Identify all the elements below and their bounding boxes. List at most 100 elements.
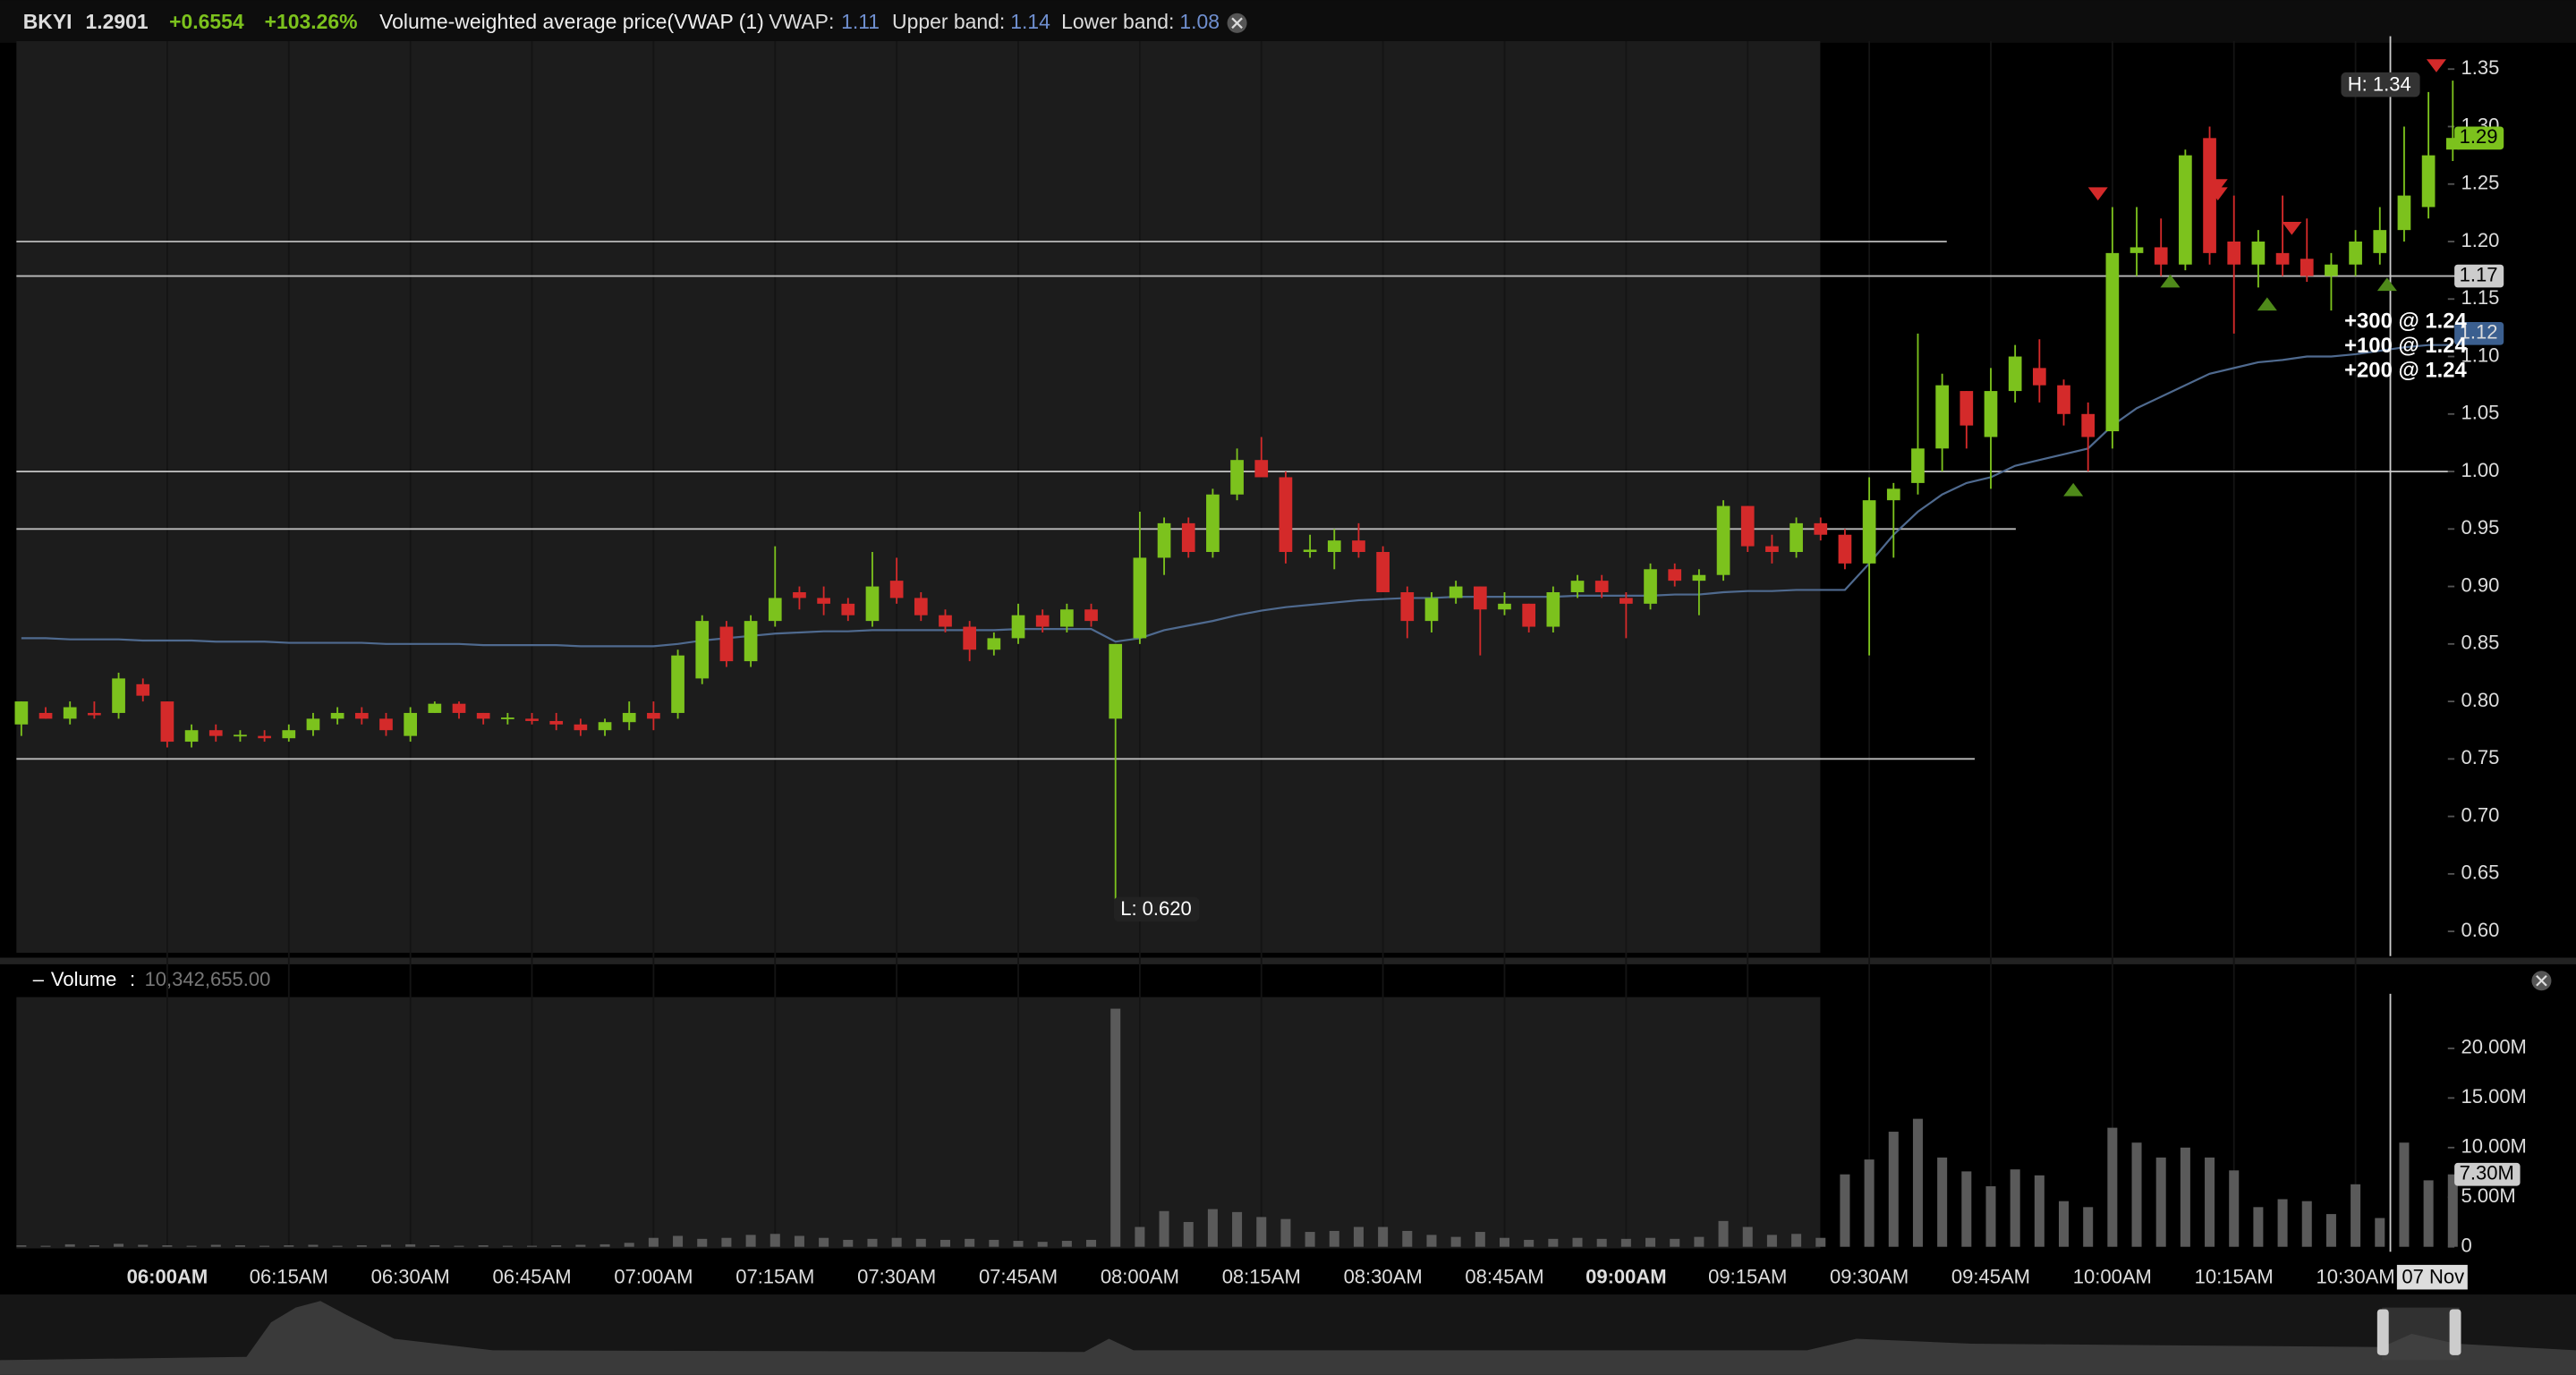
- volume-bar: [1888, 1132, 1899, 1247]
- navigator-handle[interactable]: [2449, 1309, 2461, 1355]
- candle-body: [1109, 643, 1123, 719]
- candle-body: [2057, 385, 2070, 414]
- volume-bar: [721, 1237, 732, 1247]
- last-price-tag-box: [2454, 126, 2504, 150]
- volume-bar: [599, 1243, 610, 1247]
- candle-body: [719, 626, 734, 662]
- cursor-date: 07 Nov: [2402, 1265, 2464, 1287]
- x-tick-label: 10:15AM: [2195, 1265, 2274, 1287]
- close-study[interactable]: [1227, 13, 1247, 33]
- volume-bar: [745, 1235, 756, 1247]
- candle-body: [38, 712, 53, 719]
- y-tick-label: 1.10: [2461, 344, 2499, 366]
- volume-bar: [429, 1245, 440, 1247]
- volume-bar: [1499, 1237, 1510, 1247]
- volume-bar: [1329, 1230, 1339, 1247]
- volume-bar: [1840, 1174, 1850, 1247]
- volume-tag: 7.30M: [2460, 1162, 2514, 1184]
- y-tick-label: 0.90: [2461, 573, 2499, 596]
- y-tick-label: 1.15: [2461, 286, 2499, 309]
- volume-bar: [1450, 1236, 1461, 1247]
- candle-body: [354, 712, 369, 719]
- candle-body: [1838, 534, 1852, 564]
- volume-bar: [1475, 1232, 1485, 1247]
- candle-body: [817, 598, 830, 604]
- volume-bar: [1670, 1238, 1680, 1247]
- y-tick-label: 1.00: [2461, 459, 2499, 481]
- y-tick-label: 15.00M: [2461, 1085, 2526, 1108]
- volume-bar: [1207, 1209, 1218, 1247]
- candle-body: [865, 586, 880, 622]
- x-tick-label: 08:30AM: [1344, 1265, 1423, 1287]
- candle-body: [2032, 368, 2046, 386]
- volume-bar: [1183, 1221, 1194, 1247]
- candle-body: [939, 615, 952, 627]
- trade-label: +100 @ 1.24: [2344, 334, 2467, 358]
- candle-body: [1862, 500, 1876, 564]
- candle-body: [1011, 615, 1025, 639]
- candle-body: [793, 591, 806, 598]
- candle-body: [695, 621, 710, 679]
- premarket-shade: [16, 40, 1821, 954]
- candle-body: [598, 722, 612, 731]
- volume-bar: [1524, 1239, 1535, 1247]
- volume-bar: [891, 1237, 902, 1247]
- y-tick-label: 0.85: [2461, 632, 2499, 654]
- x-tick-label: 06:30AM: [371, 1265, 450, 1287]
- volume-bar: [186, 1245, 197, 1247]
- last-price-tag: 1.29: [2460, 125, 2498, 148]
- low-label-box: [1113, 896, 1200, 922]
- navigator-handle[interactable]: [2376, 1309, 2389, 1355]
- volume-bar: [1061, 1241, 1072, 1247]
- x-tick-label: 09:30AM: [1830, 1265, 1909, 1287]
- volume-bar: [1864, 1159, 1875, 1247]
- candle-body: [1133, 557, 1147, 639]
- candle-body: [1716, 505, 1730, 575]
- y-tick-label: 0.70: [2461, 803, 2499, 826]
- close-volume[interactable]: [2531, 971, 2552, 991]
- candle-body: [136, 683, 150, 696]
- volume-bar: [2155, 1157, 2166, 1247]
- volume-bar: [356, 1245, 367, 1247]
- x-tick-label: 08:45AM: [1465, 1265, 1543, 1287]
- candle-body: [1327, 540, 1341, 553]
- candle-body: [1157, 522, 1171, 558]
- volume-bar: [162, 1245, 173, 1247]
- volume-bar: [867, 1238, 878, 1247]
- candle-body: [112, 678, 125, 713]
- volume-bar: [2399, 1142, 2410, 1247]
- candle-body: [1449, 586, 1463, 598]
- volume-bar: [1013, 1241, 1024, 1247]
- level-tag: 1.17: [2460, 263, 2498, 285]
- candle-body: [1644, 569, 1657, 604]
- y-tick-label: 10.00M: [2461, 1135, 2526, 1158]
- x-tick-label: 07:15AM: [735, 1265, 814, 1287]
- volume-bar: [2205, 1157, 2215, 1247]
- candle-body: [1668, 569, 1682, 581]
- volume-bar: [1378, 1226, 1389, 1247]
- volume-bar: [624, 1243, 634, 1247]
- last-price: 1.2901: [85, 10, 148, 33]
- candle-body: [1546, 591, 1560, 627]
- candle-body: [2081, 413, 2096, 437]
- header-bar: [0, 0, 2576, 43]
- change: +0.6554: [169, 10, 244, 33]
- candle-body: [208, 730, 223, 736]
- candle-body: [1303, 549, 1317, 553]
- volume-bar: [648, 1237, 659, 1247]
- volume-bar: [259, 1245, 270, 1247]
- x-tick-label: 06:15AM: [250, 1265, 328, 1287]
- volume-bar: [380, 1244, 391, 1247]
- cursor-date-box: [2396, 1264, 2468, 1290]
- volume-bar: [234, 1245, 245, 1247]
- volume-bar: [769, 1234, 780, 1247]
- volume-bar: [2325, 1214, 2336, 1247]
- volume-bar: [1937, 1157, 1948, 1247]
- volume-bar: [1742, 1226, 1753, 1247]
- navigator-window[interactable]: [2382, 1307, 2460, 1361]
- collapse-icon[interactable]: –: [33, 968, 45, 990]
- candle-body: [647, 712, 660, 719]
- candle-body: [1473, 586, 1487, 610]
- candle-body: [1594, 581, 1609, 592]
- x-tick-label: 06:45AM: [492, 1265, 571, 1287]
